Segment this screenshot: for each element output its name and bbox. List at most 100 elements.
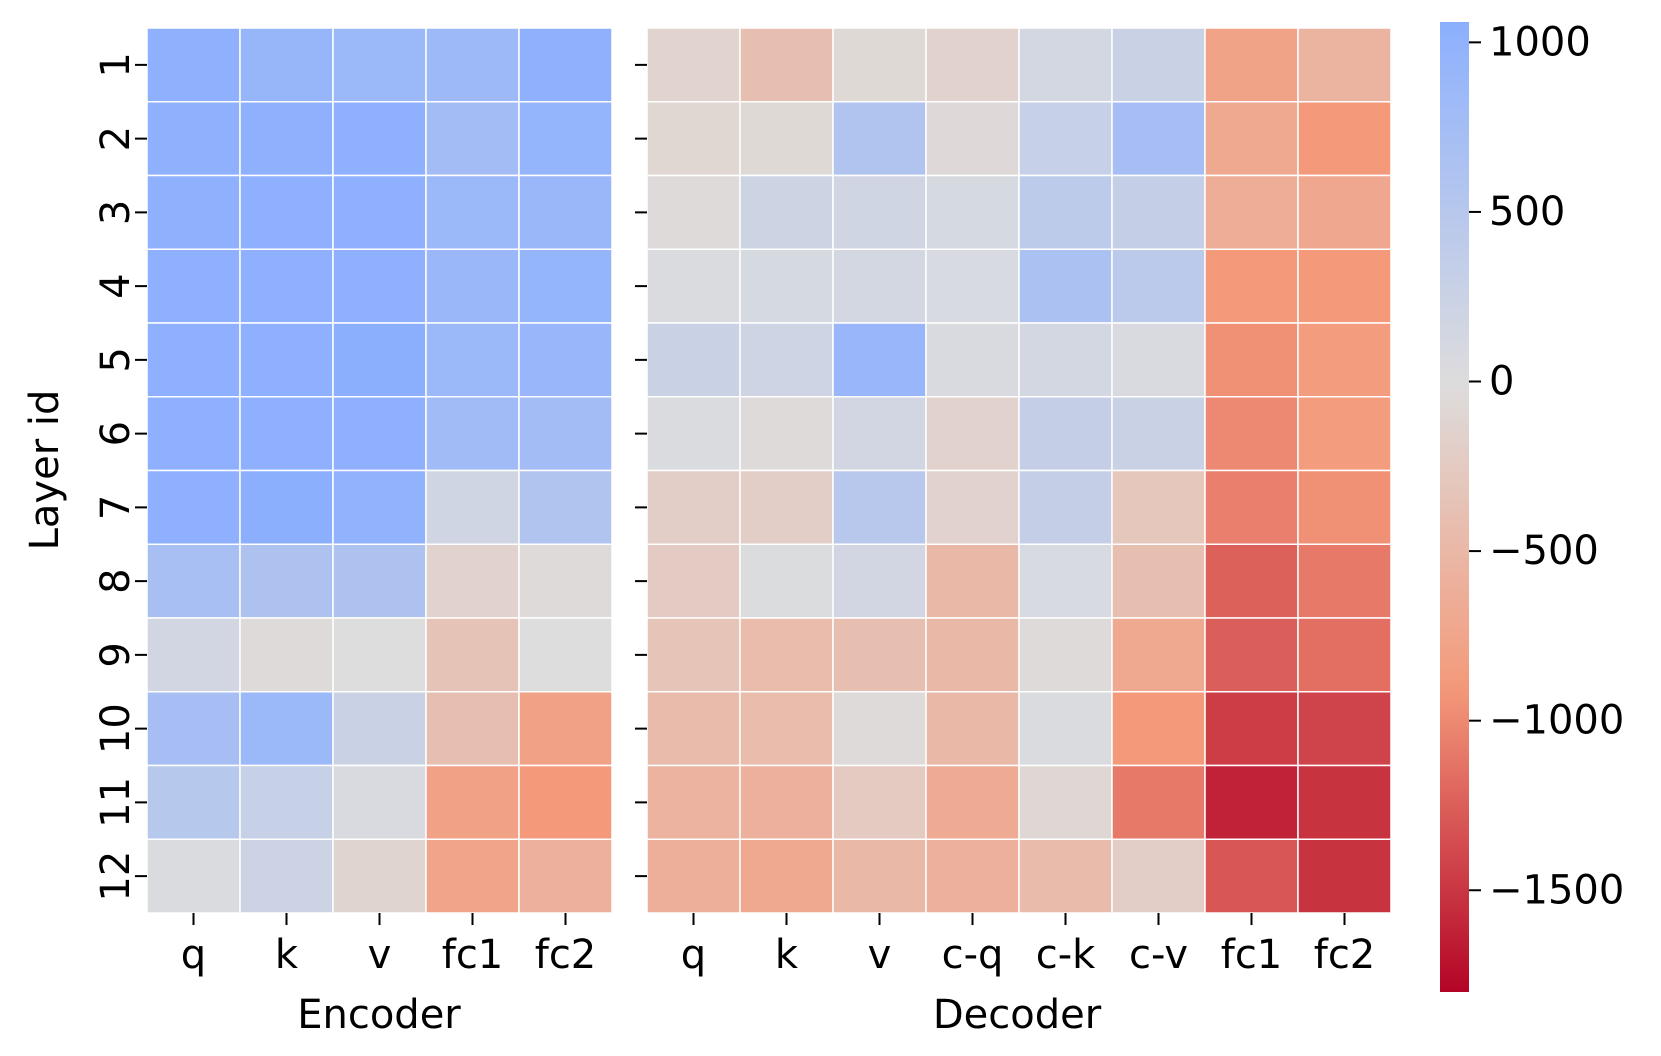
decoder-cell-r11-v <box>832 764 927 840</box>
encoder-cell-r5-fc1 <box>425 322 520 398</box>
encoder-column-label-q: q <box>181 932 206 978</box>
decoder-cell-r2-c-k <box>1018 101 1113 177</box>
decoder-cell-r3-v <box>832 174 927 250</box>
decoder-cell-r5-fc1 <box>1204 322 1299 398</box>
encoder-cell-r8-fc2 <box>518 543 613 619</box>
decoder-cell-r1-fc1 <box>1204 27 1299 103</box>
encoder-cell-r6-fc2 <box>518 396 613 472</box>
encoder-cell-r12-fc1 <box>425 838 520 914</box>
encoder-column-label-fc1: fc1 <box>442 932 504 978</box>
encoder-cell-r7-k <box>239 469 334 545</box>
y-axis-title: Layer id <box>22 390 68 551</box>
encoder-cell-r7-q <box>146 469 241 545</box>
decoder-axis-title: Decoder <box>933 992 1102 1038</box>
encoder-cell-r12-q <box>146 838 241 914</box>
decoder-cell-r3-fc2 <box>1297 174 1392 250</box>
decoder-column-label-k: k <box>775 932 799 978</box>
decoder-cell-r1-c-q <box>925 27 1020 103</box>
encoder-cell-r5-v <box>332 322 427 398</box>
encoder-cell-r8-q <box>146 543 241 619</box>
encoder-cell-r3-fc2 <box>518 174 613 250</box>
encoder-column-label-k: k <box>275 932 299 978</box>
decoder-column-label-c-k: c-k <box>1036 932 1096 978</box>
decoder-cell-r6-fc1 <box>1204 396 1299 472</box>
decoder-cell-r7-c-q <box>925 469 1020 545</box>
decoder-cell-r2-q <box>646 101 741 177</box>
encoder-column-label-v: v <box>368 932 392 978</box>
encoder-cell-r9-q <box>146 617 241 693</box>
decoder-cell-r9-c-v <box>1111 617 1206 693</box>
decoder-cell-r10-c-v <box>1111 691 1206 767</box>
encoder-cell-r10-fc2 <box>518 691 613 767</box>
encoder-cell-r3-q <box>146 174 241 250</box>
decoder-cell-r11-c-q <box>925 764 1020 840</box>
encoder-cell-r2-fc2 <box>518 101 613 177</box>
encoder-cell-r4-q <box>146 248 241 324</box>
row-label-2: 2 <box>93 126 139 151</box>
decoder-cell-r11-k <box>739 764 834 840</box>
encoder-cell-r9-v <box>332 617 427 693</box>
decoder-cell-r8-c-v <box>1111 543 1206 619</box>
encoder-cell-r4-fc2 <box>518 248 613 324</box>
decoder-cell-r5-k <box>739 322 834 398</box>
decoder-cell-r9-fc2 <box>1297 617 1392 693</box>
encoder-cell-r3-fc1 <box>425 174 520 250</box>
decoder-cell-r3-c-q <box>925 174 1020 250</box>
decoder-cell-r11-c-v <box>1111 764 1206 840</box>
decoder-cell-r4-fc2 <box>1297 248 1392 324</box>
decoder-column-label-v: v <box>868 932 892 978</box>
encoder-cell-r8-k <box>239 543 334 619</box>
encoder-column-label-fc2: fc2 <box>535 932 597 978</box>
decoder-column-label-c-q: c-q <box>942 932 1004 978</box>
decoder-cell-r12-q <box>646 838 741 914</box>
decoder-cell-r7-fc1 <box>1204 469 1299 545</box>
colorbar-label-0: 0 <box>1489 359 1514 405</box>
decoder-cell-r8-c-q <box>925 543 1020 619</box>
row-label-6: 6 <box>93 421 139 446</box>
decoder-cell-r12-c-v <box>1111 838 1206 914</box>
decoder-cell-r2-c-q <box>925 101 1020 177</box>
colorbar: 1000 500 0 −500 −1000 −1500 <box>1440 19 1624 992</box>
encoder-cell-r9-fc1 <box>425 617 520 693</box>
decoder-cell-r6-k <box>739 396 834 472</box>
encoder-cell-r3-k <box>239 174 334 250</box>
decoder-cell-r3-k <box>739 174 834 250</box>
decoder-column-label-fc2: fc2 <box>1314 932 1376 978</box>
encoder-cell-r2-v <box>332 101 427 177</box>
decoder-cell-r9-c-q <box>925 617 1020 693</box>
decoder-cell-r12-k <box>739 838 834 914</box>
encoder-cell-r11-fc2 <box>518 764 613 840</box>
decoder-cell-r5-c-v <box>1111 322 1206 398</box>
encoder-cell-r8-fc1 <box>425 543 520 619</box>
encoder-cell-r1-q <box>146 27 241 103</box>
encoder-cell-r5-q <box>146 322 241 398</box>
row-label-10: 10 <box>93 703 139 754</box>
decoder-cell-r6-fc2 <box>1297 396 1392 472</box>
decoder-cell-r3-fc1 <box>1204 174 1299 250</box>
decoder-cell-r7-c-k <box>1018 469 1113 545</box>
decoder-cell-r7-k <box>739 469 834 545</box>
decoder-cell-r11-c-k <box>1018 764 1113 840</box>
decoder-cell-r4-v <box>832 248 927 324</box>
colorbar-label--1500: −1500 <box>1489 867 1624 913</box>
encoder-cell-r2-k <box>239 101 334 177</box>
decoder-cell-r10-v <box>832 691 927 767</box>
decoder-cell-r12-c-q <box>925 838 1020 914</box>
decoder-cell-r9-fc1 <box>1204 617 1299 693</box>
decoder-cell-r12-fc1 <box>1204 838 1299 914</box>
decoder-cell-r1-c-k <box>1018 27 1113 103</box>
decoder-cell-r5-q <box>646 322 741 398</box>
encoder-cell-r11-q <box>146 764 241 840</box>
decoder-cell-r2-fc2 <box>1297 101 1392 177</box>
encoder-cell-r6-fc1 <box>425 396 520 472</box>
row-label-8: 8 <box>93 568 139 593</box>
encoder-cell-r10-q <box>146 691 241 767</box>
encoder-cell-r1-v <box>332 27 427 103</box>
decoder-cell-r10-fc2 <box>1297 691 1392 767</box>
encoder-cell-r4-k <box>239 248 334 324</box>
decoder-cell-r5-c-q <box>925 322 1020 398</box>
decoder-cell-r4-fc1 <box>1204 248 1299 324</box>
encoder-cell-r5-fc2 <box>518 322 613 398</box>
row-label-12: 12 <box>93 851 139 902</box>
